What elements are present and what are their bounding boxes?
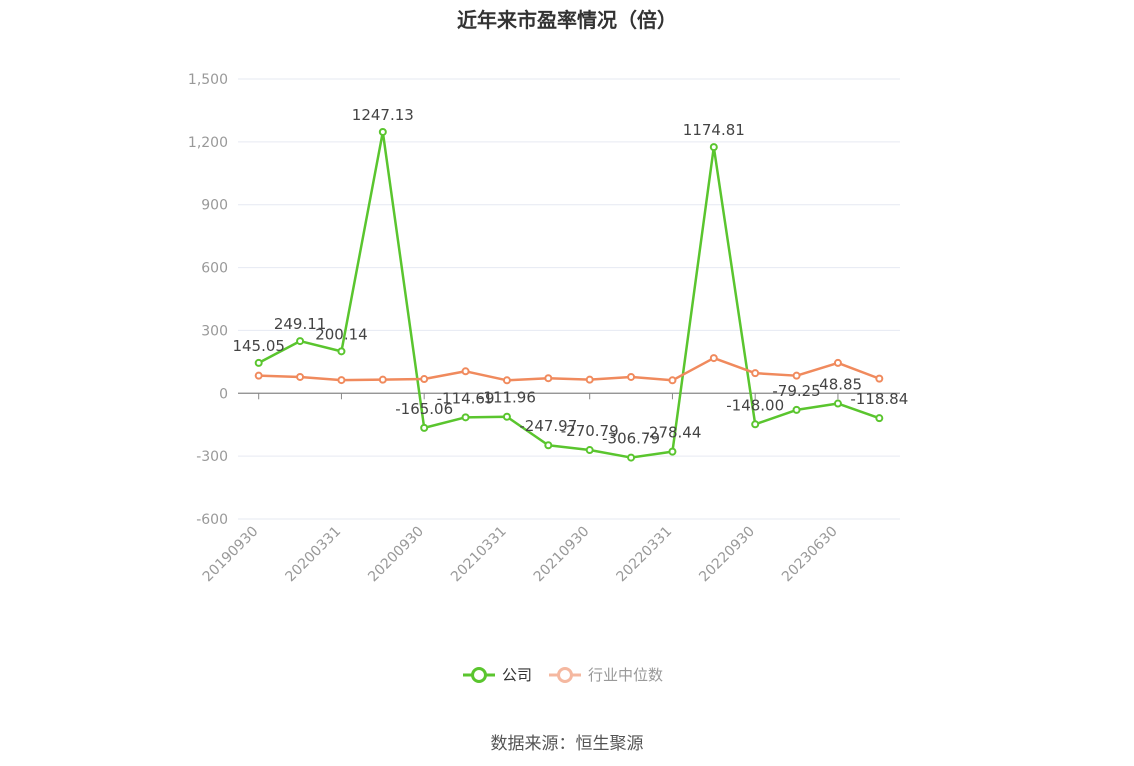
series-layer (254, 127, 884, 462)
industry-point (627, 372, 636, 381)
x-tick-label: 20220930 (696, 524, 758, 586)
company-line (258, 130, 880, 459)
company-point (420, 423, 429, 432)
industry-point (254, 371, 263, 380)
data-label: -48.85 (814, 376, 862, 394)
data-label: -270.79 (561, 422, 619, 440)
data-label: -114.69 (437, 389, 495, 407)
company-point (585, 446, 594, 455)
chart-canvas: -600 -300 0 300 600 900 1,200 1,500 20190930 2020… (188, 72, 908, 586)
industry-point (833, 358, 842, 367)
company-point (875, 414, 884, 423)
industry-line (258, 356, 880, 382)
industry-point (709, 354, 718, 363)
industry-point (585, 375, 594, 384)
legend-company-swatch-icon (463, 666, 495, 683)
company-point (751, 420, 760, 429)
y-tick-label: -300 (196, 449, 228, 465)
industry-point (461, 367, 470, 376)
y-tick-label: 0 (219, 386, 228, 402)
industry-point (502, 376, 511, 385)
chart-title: 近年来市盈率情况（倍） (457, 8, 677, 32)
industry-point (751, 369, 760, 378)
y-tick-label: 600 (201, 261, 228, 277)
industry-point (875, 374, 884, 383)
legend-industry-label: 行业中位数 (588, 666, 664, 684)
x-tick-label: 20230630 (779, 524, 841, 586)
y-tick-label: 900 (201, 198, 228, 214)
x-tick-label: 20200930 (365, 524, 427, 586)
legend-company-label: 公司 (502, 666, 533, 684)
data-label: 200.14 (315, 325, 368, 343)
industry-point (668, 376, 677, 385)
x-tick-label: 20210930 (531, 524, 593, 586)
x-tick-label: 20200331 (283, 524, 345, 586)
industry-point (337, 376, 346, 385)
y-tick-label: 300 (201, 323, 228, 339)
data-label: 249.11 (274, 315, 327, 333)
data-label: 145.05 (232, 337, 285, 355)
data-label: -165.06 (395, 400, 453, 418)
data-label: -278.44 (643, 424, 701, 442)
y-tick-label: -600 (196, 512, 228, 528)
data-label: 1247.13 (352, 106, 414, 124)
industry-point (544, 374, 553, 383)
industry-point (792, 371, 801, 380)
company-point (254, 358, 263, 367)
y-tick-label: 1,500 (188, 72, 228, 88)
x-tick-label: 20220331 (614, 524, 676, 586)
company-point (668, 447, 677, 456)
data-label: -111.96 (478, 389, 536, 407)
source-note: 数据来源：恒生聚源 (490, 734, 644, 754)
industry-point (378, 375, 387, 384)
x-tick-label: 20210331 (448, 524, 510, 586)
company-point (502, 412, 511, 421)
legend-industry-swatch-icon (549, 666, 582, 683)
data-label: -118.84 (850, 390, 908, 408)
data-label-layer: 145.05249.11200.141247.13-165.06-114.69-… (232, 106, 908, 448)
legend-item-company[interactable]: 公司 (462, 664, 532, 685)
industry-point (420, 375, 429, 384)
company-point (461, 413, 470, 422)
company-point (792, 405, 801, 414)
grid-layer (238, 78, 900, 520)
company-point (378, 127, 387, 136)
company-point (627, 453, 636, 462)
legend: 公司 行业中位数 (462, 664, 679, 685)
company-point (833, 399, 842, 408)
company-point (337, 347, 346, 356)
company-point (296, 337, 305, 346)
industry-point (296, 372, 305, 381)
data-label: -306.79 (602, 430, 660, 448)
data-label: -148.00 (726, 396, 784, 414)
y-tick-label: 1,200 (188, 135, 228, 151)
data-label: -79.25 (772, 382, 820, 400)
x-tick-label: 20190930 (200, 524, 262, 586)
company-point (709, 143, 718, 152)
company-point (544, 441, 553, 450)
data-label: 1174.81 (683, 121, 745, 139)
data-label: -247.97 (519, 417, 577, 435)
legend-item-industry[interactable]: 行业中位数 (548, 664, 663, 685)
